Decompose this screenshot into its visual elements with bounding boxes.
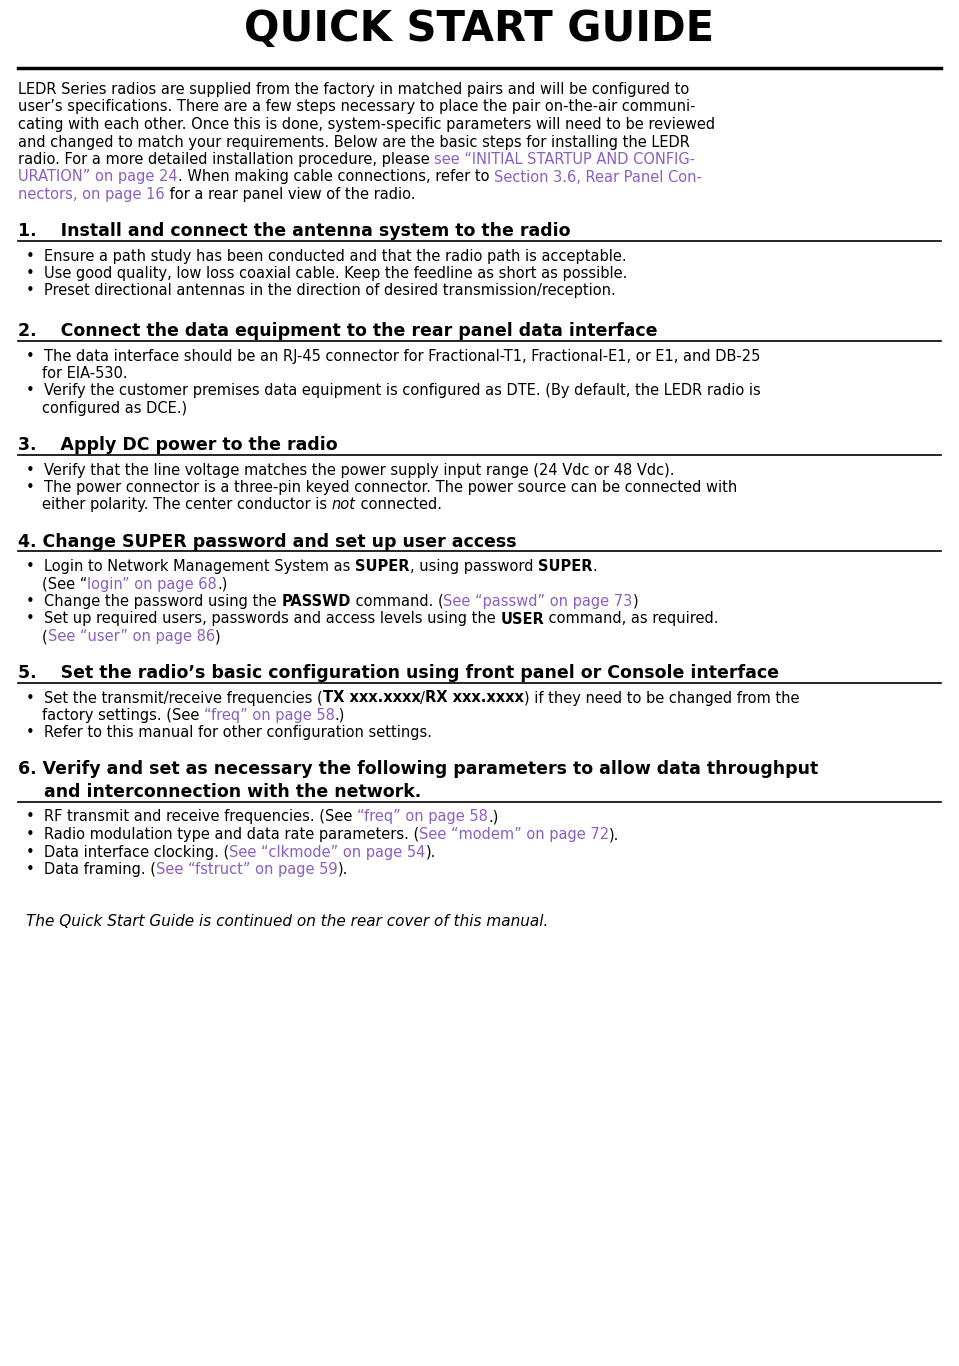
Text: •  Verify that the line voltage matches the power supply input range (24 Vdc or : • Verify that the line voltage matches t… [26, 463, 674, 478]
Text: •  Verify the customer premises data equipment is configured as DTE. (By default: • Verify the customer premises data equi… [26, 384, 760, 399]
Text: •  Set the transmit/receive frequencies (: • Set the transmit/receive frequencies ( [26, 690, 323, 705]
Text: login” on page 68: login” on page 68 [87, 576, 217, 591]
Text: (See “: (See “ [42, 576, 87, 591]
Text: command. (: command. ( [351, 594, 443, 609]
Text: See “passwd” on page 73: See “passwd” on page 73 [443, 594, 633, 609]
Text: 3.    Apply DC power to the radio: 3. Apply DC power to the radio [18, 436, 338, 454]
Text: •  The data interface should be an RJ-45 connector for Fractional-T1, Fractional: • The data interface should be an RJ-45 … [26, 348, 760, 363]
Text: •  Data interface clocking. (: • Data interface clocking. ( [26, 844, 229, 859]
Text: See “user” on page 86: See “user” on page 86 [48, 628, 215, 643]
Text: . When making cable connections, refer to: . When making cable connections, refer t… [177, 169, 494, 184]
Text: see “INITIAL STARTUP AND CONFIG-: see “INITIAL STARTUP AND CONFIG- [434, 152, 695, 167]
Text: 5.    Set the radio’s basic configuration using front panel or Console interface: 5. Set the radio’s basic configuration u… [18, 664, 779, 682]
Text: “freq” on page 58: “freq” on page 58 [357, 810, 488, 825]
Text: •  Use good quality, low loss coaxial cable. Keep the feedline as short as possi: • Use good quality, low loss coaxial cab… [26, 266, 627, 281]
Text: The Quick Start Guide is continued on the rear cover of this manual.: The Quick Start Guide is continued on th… [26, 914, 549, 929]
Text: See “modem” on page 72: See “modem” on page 72 [419, 826, 609, 841]
Text: .): .) [217, 576, 227, 591]
Text: .): .) [335, 708, 345, 723]
Text: ).: ). [609, 826, 620, 841]
Text: 6. Verify and set as necessary the following parameters to allow data throughput: 6. Verify and set as necessary the follo… [18, 761, 818, 779]
Text: 2.    Connect the data equipment to the rear panel data interface: 2. Connect the data equipment to the rea… [18, 322, 658, 340]
Text: SUPER: SUPER [355, 559, 409, 574]
Text: ).: ). [426, 844, 436, 859]
Text: QUICK START GUIDE: QUICK START GUIDE [245, 8, 714, 51]
Text: •  Change the password using the: • Change the password using the [26, 594, 281, 609]
Text: SUPER: SUPER [538, 559, 592, 574]
Text: for EIA-530.: for EIA-530. [42, 366, 128, 381]
Text: 4. Change SUPER password and set up user access: 4. Change SUPER password and set up user… [18, 533, 517, 550]
Text: •  Set up required users, passwords and access levels using the: • Set up required users, passwords and a… [26, 612, 501, 627]
Text: 1.    Install and connect the antenna system to the radio: 1. Install and connect the antenna syste… [18, 223, 571, 240]
Text: •  Radio modulation type and data rate parameters. (: • Radio modulation type and data rate pa… [26, 826, 419, 841]
Text: •  Login to Network Management System as: • Login to Network Management System as [26, 559, 355, 574]
Text: Section 3.6, Rear Panel Con-: Section 3.6, Rear Panel Con- [494, 169, 702, 184]
Text: USER: USER [501, 612, 544, 627]
Text: ) if they need to be changed from the: ) if they need to be changed from the [525, 690, 800, 705]
Text: ).: ). [338, 862, 348, 877]
Text: TX xxx.xxxx: TX xxx.xxxx [323, 690, 420, 705]
Text: (: ( [42, 628, 48, 643]
Text: URATION” on page 24: URATION” on page 24 [18, 169, 177, 184]
Text: •  Preset directional antennas in the direction of desired transmission/receptio: • Preset directional antennas in the dir… [26, 284, 616, 299]
Text: PASSWD: PASSWD [281, 594, 351, 609]
Text: /: / [420, 690, 426, 705]
Text: See “fstruct” on page 59: See “fstruct” on page 59 [156, 862, 338, 877]
Text: user’s specifications. There are a few steps necessary to place the pair on-the-: user’s specifications. There are a few s… [18, 100, 695, 115]
Text: and changed to match your requirements. Below are the basic steps for installing: and changed to match your requirements. … [18, 134, 690, 149]
Text: factory settings. (See: factory settings. (See [42, 708, 204, 723]
Text: cating with each other. Once this is done, system-specific parameters will need : cating with each other. Once this is don… [18, 117, 715, 133]
Text: connected.: connected. [356, 497, 442, 512]
Text: ): ) [633, 594, 639, 609]
Text: nectors, on page 16: nectors, on page 16 [18, 187, 165, 202]
Text: •  Ensure a path study has been conducted and that the radio path is acceptable.: • Ensure a path study has been conducted… [26, 249, 626, 264]
Text: command, as required.: command, as required. [544, 612, 718, 627]
Text: for a rear panel view of the radio.: for a rear panel view of the radio. [165, 187, 415, 202]
Text: either polarity. The center conductor is: either polarity. The center conductor is [42, 497, 332, 512]
Text: LEDR Series radios are supplied from the factory in matched pairs and will be co: LEDR Series radios are supplied from the… [18, 82, 690, 97]
Text: not: not [332, 497, 356, 512]
Text: •  The power connector is a three-pin keyed connector. The power source can be c: • The power connector is a three-pin key… [26, 479, 737, 494]
Text: , using password: , using password [409, 559, 538, 574]
Text: ): ) [215, 628, 221, 643]
Text: See “clkmode” on page 54: See “clkmode” on page 54 [229, 844, 426, 859]
Text: RX xxx.xxxx: RX xxx.xxxx [426, 690, 525, 705]
Text: •  RF transmit and receive frequencies. (See: • RF transmit and receive frequencies. (… [26, 810, 357, 825]
Text: .: . [592, 559, 596, 574]
Text: .): .) [488, 810, 499, 825]
Text: •  Data framing. (: • Data framing. ( [26, 862, 156, 877]
Text: “freq” on page 58: “freq” on page 58 [204, 708, 335, 723]
Text: •  Refer to this manual for other configuration settings.: • Refer to this manual for other configu… [26, 725, 432, 740]
Text: and interconnection with the network.: and interconnection with the network. [44, 783, 421, 800]
Text: configured as DCE.): configured as DCE.) [42, 402, 187, 417]
Text: radio. For a more detailed installation procedure, please: radio. For a more detailed installation … [18, 152, 434, 167]
